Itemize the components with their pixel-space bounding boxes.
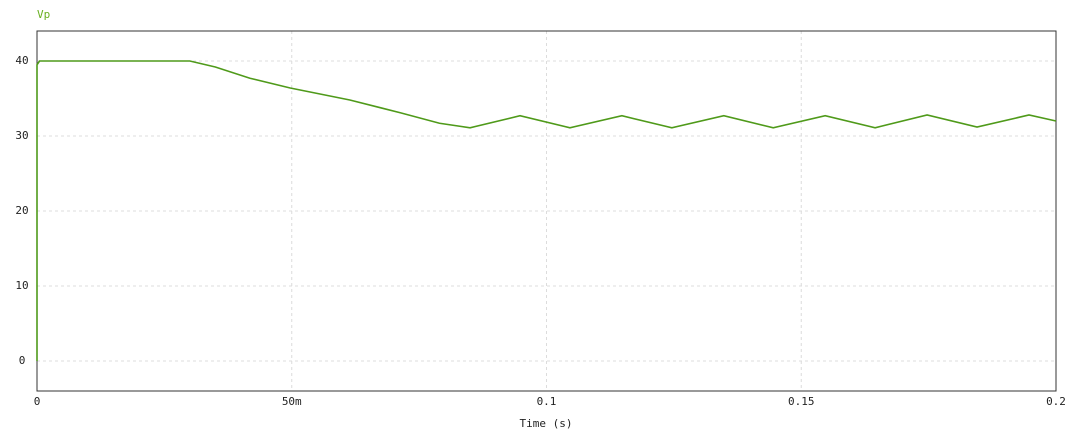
data-line [36, 60, 1057, 361]
y-tick-label: 0 [19, 354, 26, 367]
y-tick-label: 10 [15, 279, 28, 292]
x-tick-label: 0.2 [1046, 395, 1066, 408]
y-tick-label: 40 [15, 54, 28, 67]
chart-title: Vp [37, 8, 50, 21]
x-tick-label: 0 [34, 395, 41, 408]
y-tick-label: 20 [15, 204, 28, 217]
x-axis-label: Time (s) [520, 417, 573, 430]
x-tick-label: 0.1 [537, 395, 557, 408]
x-tick-label: 0.15 [788, 395, 815, 408]
x-tick-label: 50m [282, 395, 302, 408]
y-tick-label: 30 [15, 129, 28, 142]
